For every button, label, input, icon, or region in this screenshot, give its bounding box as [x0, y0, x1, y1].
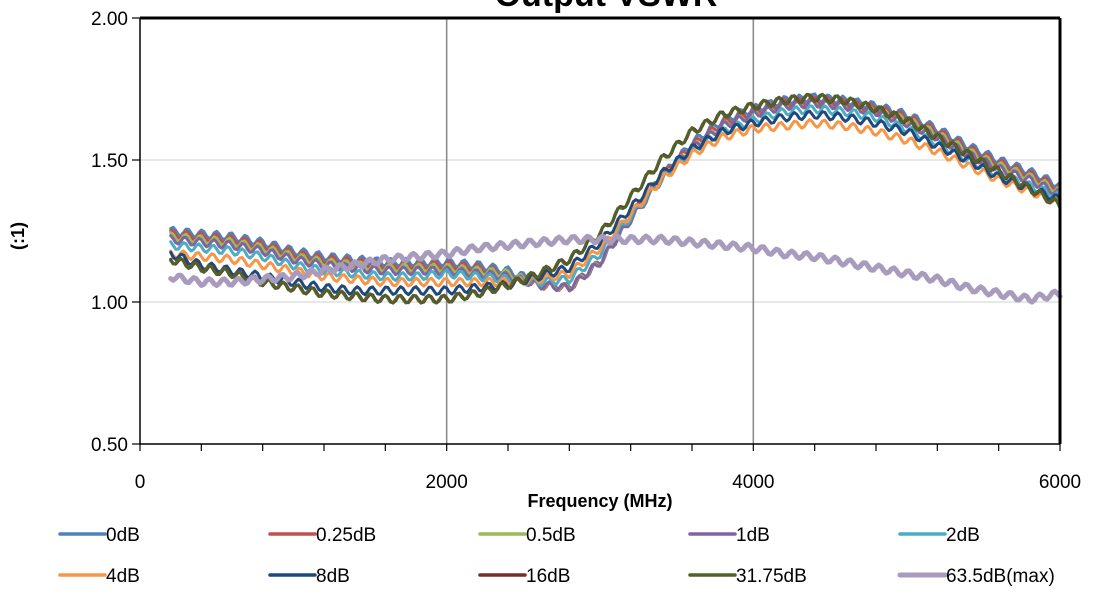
legend-label: 1dB — [736, 525, 770, 546]
x-axis-label: Frequency (MHz) — [527, 491, 672, 511]
x-tick-label: 6000 — [1039, 472, 1081, 493]
legend-label: 63.5dB(max) — [946, 566, 1055, 587]
legend-label: 16dB — [526, 566, 570, 587]
x-tick-label: 4000 — [732, 472, 774, 493]
axis-ticks: 0.50 1.00 1.50 2.00 0 2000 4000 6000 — [91, 9, 1081, 493]
chart-title: Output VSWR — [495, 0, 718, 14]
y-tick-label: 1.50 — [91, 151, 128, 172]
legend-label: 4dB — [106, 566, 140, 587]
y-tick-label: 1.00 — [91, 293, 128, 314]
legend-label: 2dB — [946, 525, 980, 546]
series-lines — [168, 92, 1063, 305]
legend-label: 0dB — [106, 525, 140, 546]
legend-label: 0.25dB — [316, 525, 376, 546]
series-line-63-5db-max- — [168, 233, 1063, 305]
plot-frame — [139, 16, 1062, 445]
gridlines — [140, 18, 1060, 444]
x-tick-label: 2000 — [426, 472, 468, 493]
legend-label: 31.75dB — [736, 566, 807, 587]
y-tick-label: 2.00 — [91, 9, 128, 30]
y-tick-label: 0.50 — [91, 435, 128, 456]
legend-label: 0.5dB — [526, 525, 576, 546]
series-line-31-75db — [169, 92, 1062, 305]
series-line-8db — [169, 109, 1062, 297]
legend-label: 8dB — [316, 566, 350, 587]
x-tick-label: 0 — [135, 472, 146, 493]
y-axis-label: (:1) — [8, 222, 28, 250]
legend: 0dB 0.25dB 0.5dB 1dB 2dB 4dB 8dB 16dB 31.75dB 63.… — [58, 525, 1055, 587]
